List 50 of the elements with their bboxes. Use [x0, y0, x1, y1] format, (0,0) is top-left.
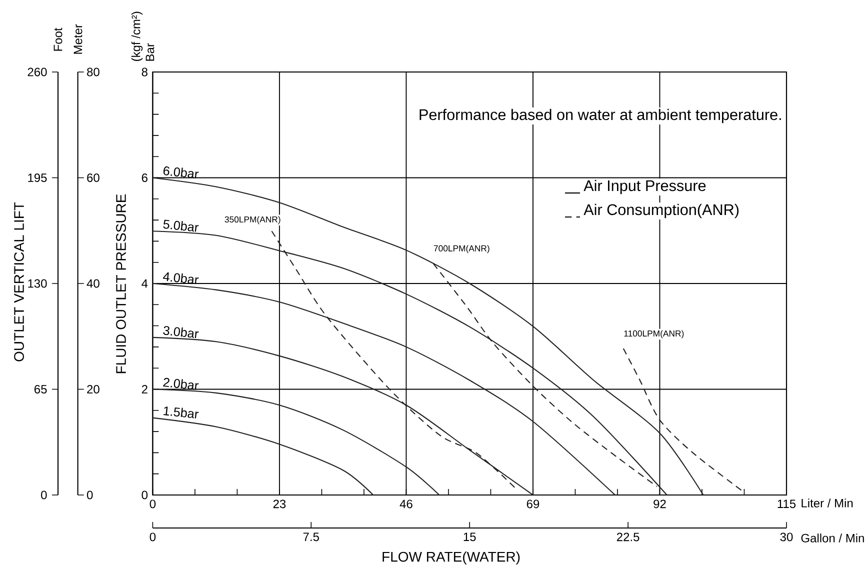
x-tick-label: 0	[150, 500, 156, 508]
x2-tick-label: 30	[780, 532, 793, 542]
text: (kgf /cm²)	[131, 12, 143, 61]
y3-tick-label: 260	[28, 68, 47, 76]
y3-tick-label: 130	[28, 279, 47, 288]
annotation: Air Consumption(ANR)	[584, 204, 739, 218]
text: 5.0bar	[163, 220, 199, 232]
y2-tick-label: 0	[86, 490, 93, 500]
x-tick-label: 115	[778, 500, 796, 508]
text: Bar	[146, 43, 154, 61]
annotation: Performance based on water at ambient temperature.	[420, 108, 781, 124]
text: 1.5bar	[163, 406, 199, 418]
y-tick-label: 4	[142, 279, 148, 288]
x2-tick-label: 15	[464, 532, 476, 542]
text: 4.0bar	[162, 272, 199, 284]
text: 6.0bar	[163, 166, 199, 178]
annotation: Air Input Pressure	[584, 180, 706, 194]
text: 2.0bar	[163, 378, 199, 390]
line-series	[152, 417, 374, 496]
series-label: 350LPM(ANR)	[224, 216, 280, 224]
x-tick-label: 92	[654, 500, 666, 508]
y-tick-label: 0	[142, 490, 148, 500]
series-label: 1100LPM(ANR)	[624, 330, 684, 338]
x-tick-label: 69	[526, 500, 540, 508]
y3-axis-title: Foot	[54, 28, 62, 51]
y-axis-title: FLUID OUTLET PRESSURE	[116, 194, 126, 374]
y2-tick-label: 40	[86, 279, 100, 288]
line-series	[622, 348, 744, 492]
line-series	[152, 388, 440, 496]
x2-tick-label: 7.5	[303, 532, 319, 542]
x-tick-label: 23	[273, 500, 286, 508]
y2-tick-label: 80	[87, 68, 100, 76]
x2-tick-label: 22.5	[616, 532, 640, 542]
text: OUTLET VERTICAL LIFT	[14, 202, 24, 362]
y2-axis-title: Meter	[74, 24, 82, 54]
y-tick-label: 8	[142, 68, 148, 76]
y3-tick-label: 0	[41, 490, 47, 500]
text: Liter / Min	[802, 498, 853, 508]
y3-tick-label: 195	[28, 173, 47, 182]
y-tick-label: 2	[142, 385, 148, 394]
x-axis-title: FLOW RATE(WATER)	[382, 551, 520, 565]
y3-tick-label: 65	[34, 384, 47, 394]
text: Gallon / Min	[801, 534, 864, 542]
x-tick-label: 46	[400, 500, 412, 508]
text: 3.0bar	[163, 326, 199, 338]
y2-tick-label: 20	[87, 384, 100, 394]
y-tick-label: 6	[142, 173, 148, 182]
y2-tick-label: 60	[87, 173, 100, 182]
series-label: 700LPM(ANR)	[434, 245, 490, 254]
x2-tick-label: 0	[150, 532, 156, 542]
